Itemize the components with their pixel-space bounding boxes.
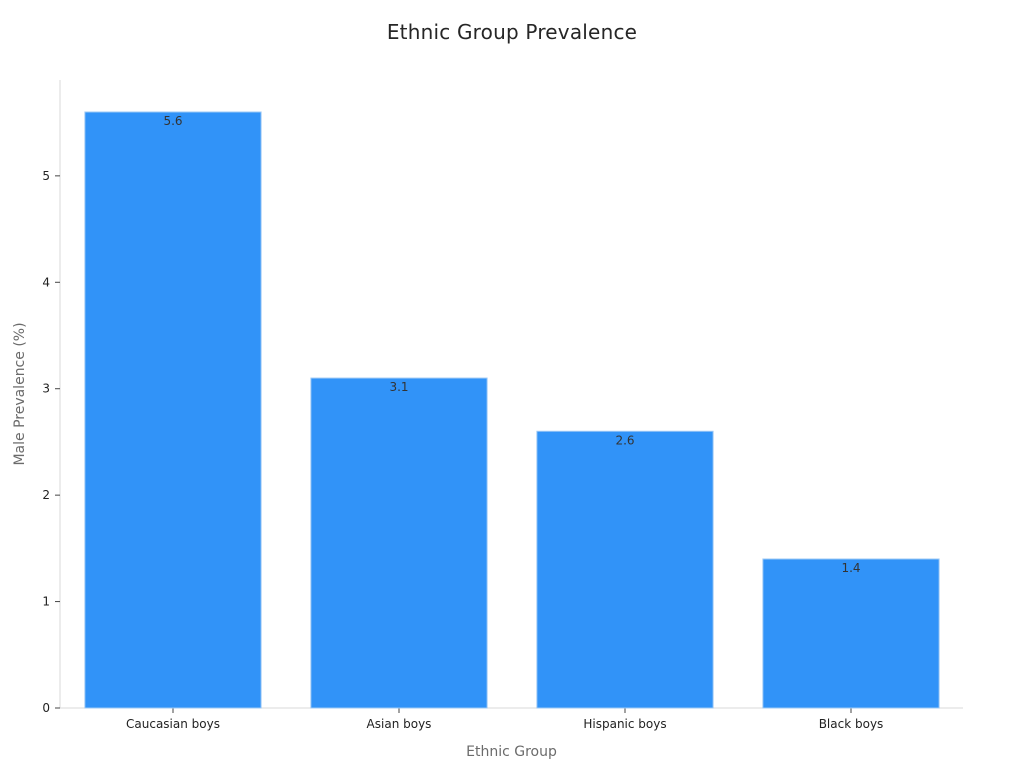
x-tick-label: Caucasian boys bbox=[126, 717, 220, 731]
y-tick-label: 2 bbox=[42, 488, 50, 502]
y-tick-label: 4 bbox=[42, 275, 50, 289]
y-tick-label: 1 bbox=[42, 595, 50, 609]
bar bbox=[536, 430, 714, 709]
x-axis-title: Ethnic Group bbox=[466, 744, 557, 760]
y-tick-label: 5 bbox=[42, 169, 50, 183]
data-label: 1.4 bbox=[841, 561, 860, 575]
y-axis-title: Male Prevalence (%) bbox=[12, 322, 28, 465]
data-label: 5.6 bbox=[163, 114, 182, 128]
bars bbox=[84, 111, 940, 709]
x-tick-label: Hispanic boys bbox=[583, 717, 666, 731]
chart-title: Ethnic Group Prevalence bbox=[386, 20, 638, 44]
labels: 5.6 Caucasian boys 3.1 Asian boys 2.6 Hispani… bbox=[126, 114, 883, 731]
bar bbox=[84, 111, 262, 709]
y-tick-label: 3 bbox=[42, 382, 50, 396]
bar bbox=[310, 377, 488, 709]
y-tick-label: 0 bbox=[42, 701, 50, 715]
x-tick-label: Asian boys bbox=[367, 717, 432, 731]
x-tick-label: Black boys bbox=[819, 717, 884, 731]
data-label: 3.1 bbox=[389, 380, 408, 394]
data-label: 2.6 bbox=[615, 433, 634, 447]
bar bbox=[762, 558, 940, 709]
